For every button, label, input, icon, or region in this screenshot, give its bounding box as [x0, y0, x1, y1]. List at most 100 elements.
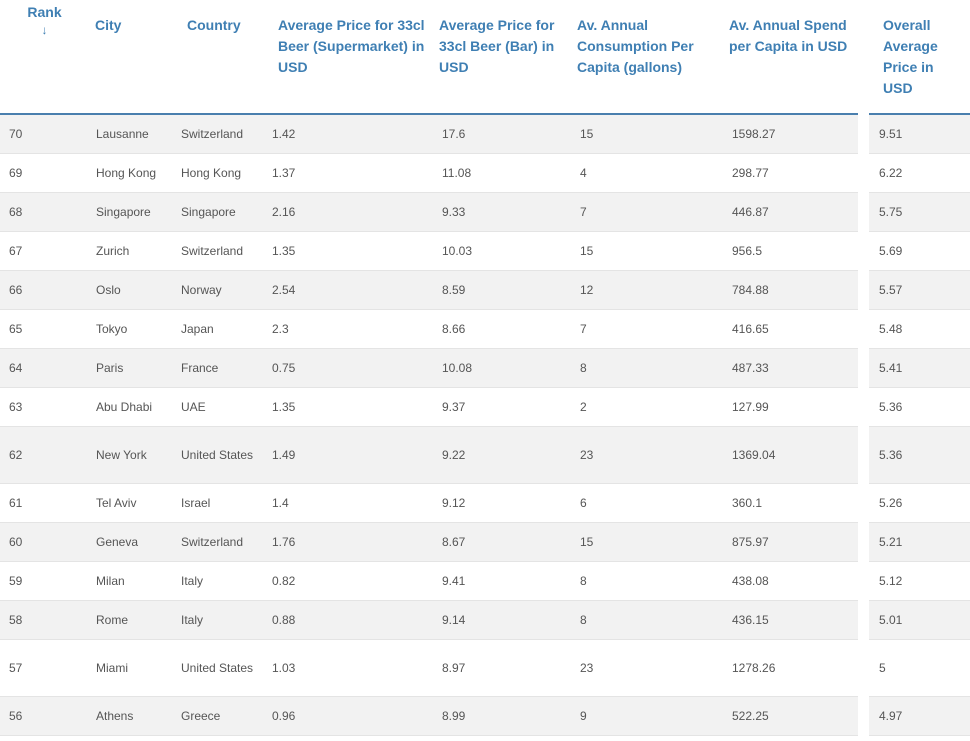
beer-price-table: Rank ↓ City Country Average Price for 33… — [0, 0, 858, 736]
cell-rank: 63 — [0, 387, 89, 427]
column-header-supermarket-price[interactable]: Average Price for 33cl Beer (Supermarket… — [272, 0, 433, 115]
cell-rank: 56 — [0, 696, 89, 736]
cell-spend: 522.25 — [723, 696, 858, 736]
column-header-rank-label: Rank — [27, 4, 62, 20]
cell-overall-price: 5.48 — [869, 309, 970, 349]
sort-descending-icon[interactable]: ↓ — [41, 23, 48, 37]
cell-rank: 59 — [0, 561, 89, 601]
column-header-bar-price[interactable]: Average Price for 33cl Beer (Bar) in USD — [433, 0, 571, 115]
table-row: 4.97 — [869, 696, 970, 736]
cell-city: Oslo — [89, 270, 181, 310]
cell-city: Tokyo — [89, 309, 181, 349]
cell-bar-price: 8.99 — [433, 696, 571, 736]
cell-rank: 57 — [0, 639, 89, 697]
cell-consumption: 15 — [571, 231, 723, 271]
cell-rank: 67 — [0, 231, 89, 271]
column-header-country[interactable]: Country — [181, 0, 272, 115]
table-row: 5.21 — [869, 522, 970, 562]
cell-spend: 1369.04 — [723, 426, 858, 484]
cell-city: Abu Dhabi — [89, 387, 181, 427]
cell-overall-price: 5.01 — [869, 600, 970, 640]
column-header-rank[interactable]: Rank ↓ — [0, 0, 89, 115]
cell-overall-price: 5.36 — [869, 387, 970, 427]
table-row: 9.51 — [869, 114, 970, 154]
cell-spend: 360.1 — [723, 483, 858, 523]
table-row: 56 Athens Greece 0.96 8.99 9 522.25 — [0, 696, 858, 736]
cell-overall-price: 5.57 — [869, 270, 970, 310]
cell-bar-price: 9.12 — [433, 483, 571, 523]
frozen-column-divider — [858, 0, 869, 741]
table-row: 66 Oslo Norway 2.54 8.59 12 784.88 — [0, 270, 858, 310]
cell-city: Geneva — [89, 522, 181, 562]
table-row: 5.26 — [869, 483, 970, 523]
cell-overall-price: 5.41 — [869, 348, 970, 388]
cell-bar-price: 9.14 — [433, 600, 571, 640]
cell-supermarket-price: 2.54 — [272, 270, 433, 310]
cell-consumption: 8 — [571, 561, 723, 601]
cell-spend: 436.15 — [723, 600, 858, 640]
cell-bar-price: 11.08 — [433, 153, 571, 193]
cell-spend: 127.99 — [723, 387, 858, 427]
table-row: 58 Rome Italy 0.88 9.14 8 436.15 — [0, 600, 858, 640]
table-row: 5.36 — [869, 426, 970, 484]
table-row: 60 Geneva Switzerland 1.76 8.67 15 875.97 — [0, 522, 858, 562]
table-row: 62 New York United States 1.49 9.22 23 1369.04 — [0, 426, 858, 484]
cell-spend: 1598.27 — [723, 114, 858, 154]
cell-overall-price: 5.12 — [869, 561, 970, 601]
column-header-city[interactable]: City — [89, 0, 181, 115]
cell-spend: 487.33 — [723, 348, 858, 388]
table-row: 65 Tokyo Japan 2.3 8.66 7 416.65 — [0, 309, 858, 349]
cell-city: Athens — [89, 696, 181, 736]
cell-bar-price: 8.66 — [433, 309, 571, 349]
table-row: 5.75 — [869, 192, 970, 232]
cell-consumption: 12 — [571, 270, 723, 310]
table-row: 70 Lausanne Switzerland 1.42 17.6 15 1598.27 — [0, 114, 858, 154]
cell-consumption: 15 — [571, 114, 723, 154]
cell-overall-price: 4.97 — [869, 696, 970, 736]
cell-bar-price: 8.67 — [433, 522, 571, 562]
cell-overall-price: 9.51 — [869, 114, 970, 154]
cell-city: Paris — [89, 348, 181, 388]
cell-country: United States — [181, 426, 272, 484]
table-row: 68 Singapore Singapore 2.16 9.33 7 446.87 — [0, 192, 858, 232]
cell-rank: 70 — [0, 114, 89, 154]
column-header-consumption[interactable]: Av. Annual Consumption Per Capita (gallo… — [571, 0, 723, 115]
cell-rank: 65 — [0, 309, 89, 349]
cell-supermarket-price: 1.37 — [272, 153, 433, 193]
cell-spend: 438.08 — [723, 561, 858, 601]
cell-consumption: 15 — [571, 522, 723, 562]
cell-consumption: 2 — [571, 387, 723, 427]
cell-supermarket-price: 0.88 — [272, 600, 433, 640]
table-row: 5.01 — [869, 600, 970, 640]
cell-supermarket-price: 0.75 — [272, 348, 433, 388]
table-row: 57 Miami United States 1.03 8.97 23 1278.26 — [0, 639, 858, 697]
table-row: 61 Tel Aviv Israel 1.4 9.12 6 360.1 — [0, 483, 858, 523]
cell-city: Hong Kong — [89, 153, 181, 193]
table-header-row: Rank ↓ City Country Average Price for 33… — [0, 0, 858, 115]
cell-consumption: 4 — [571, 153, 723, 193]
cell-country: Greece — [181, 696, 272, 736]
cell-country: UAE — [181, 387, 272, 427]
column-header-spend[interactable]: Av. Annual Spend per Capita in USD — [723, 0, 858, 115]
cell-country: Japan — [181, 309, 272, 349]
column-header-overall-price[interactable]: Overall Average Price in USD — [869, 0, 970, 115]
cell-overall-price: 5.75 — [869, 192, 970, 232]
cell-bar-price: 10.03 — [433, 231, 571, 271]
cell-supermarket-price: 1.76 — [272, 522, 433, 562]
cell-country: France — [181, 348, 272, 388]
cell-city: Zurich — [89, 231, 181, 271]
cell-consumption: 6 — [571, 483, 723, 523]
cell-country: Switzerland — [181, 231, 272, 271]
cell-country: Hong Kong — [181, 153, 272, 193]
cell-bar-price: 17.6 — [433, 114, 571, 154]
cell-bar-price: 9.37 — [433, 387, 571, 427]
cell-rank: 61 — [0, 483, 89, 523]
cell-spend: 956.5 — [723, 231, 858, 271]
cell-supermarket-price: 1.49 — [272, 426, 433, 484]
table-row: 5.69 — [869, 231, 970, 271]
cell-city: Rome — [89, 600, 181, 640]
cell-rank: 69 — [0, 153, 89, 193]
cell-rank: 64 — [0, 348, 89, 388]
table-row: 59 Milan Italy 0.82 9.41 8 438.08 — [0, 561, 858, 601]
